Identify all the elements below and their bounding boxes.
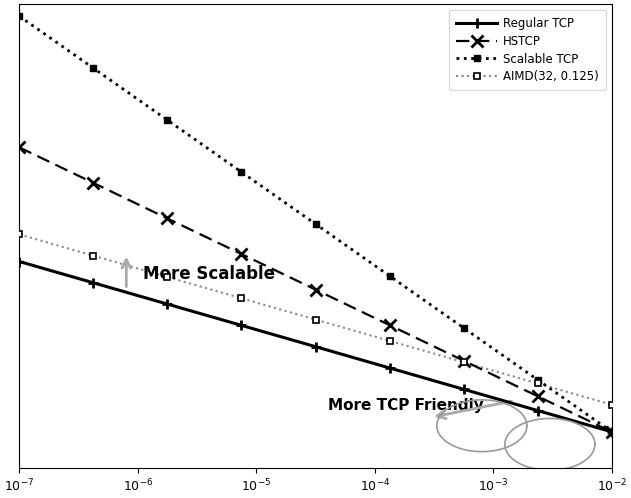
Text: More Scalable: More Scalable: [143, 265, 274, 283]
Legend: Regular TCP, HSTCP, Scalable TCP, AIMD(32, 0.125): Regular TCP, HSTCP, Scalable TCP, AIMD(3…: [449, 10, 606, 91]
Text: More TCP Friendly: More TCP Friendly: [327, 398, 483, 413]
